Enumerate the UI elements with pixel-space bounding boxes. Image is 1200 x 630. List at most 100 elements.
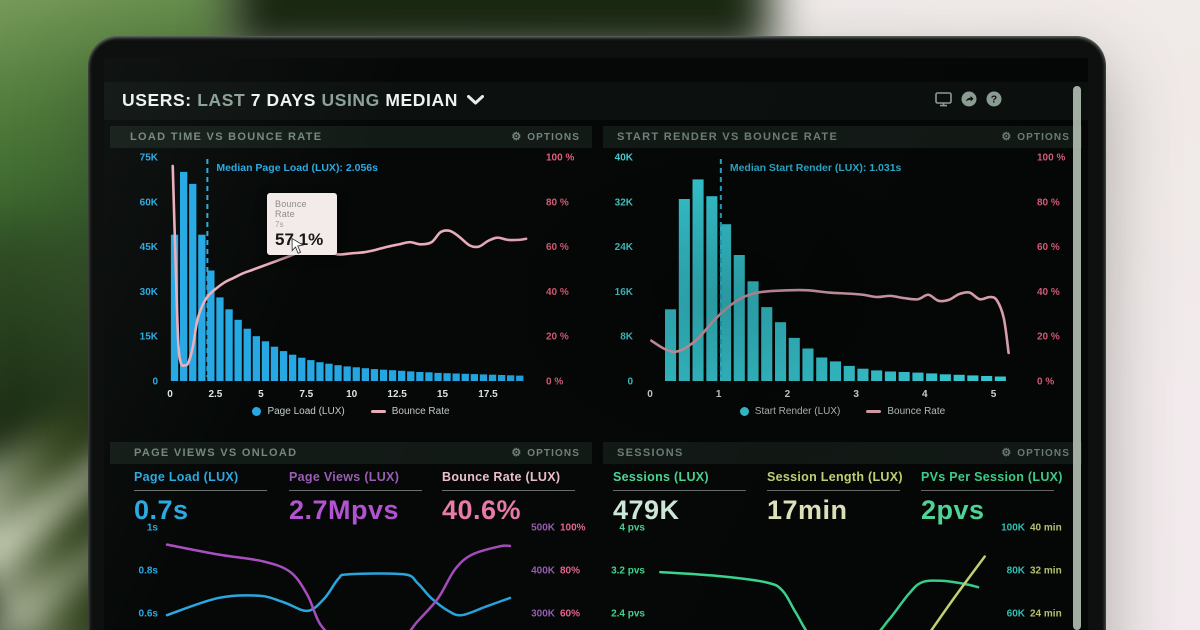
metric-row: Sessions (LUX) 479K Session Length (LUX)… <box>603 470 1082 525</box>
svg-text:2: 2 <box>785 389 791 400</box>
legend-label: Bounce Rate <box>391 406 450 417</box>
svg-text:40 %: 40 % <box>546 287 569 298</box>
metric-value: 2pvs <box>921 495 985 525</box>
panel-load-time-vs-bounce: LOAD TIME VS BOUNCE RATE ⚙ OPTIONS 75K 60K… <box>110 126 592 428</box>
svg-text:60K: 60K <box>1007 609 1026 620</box>
svg-text:100K: 100K <box>1001 523 1026 534</box>
legend-dot-icon <box>739 407 749 416</box>
svg-text:16K: 16K <box>615 287 634 298</box>
legend-item[interactable]: Bounce Rate <box>866 406 945 417</box>
svg-text:2.4 pvs: 2.4 pvs <box>611 609 645 620</box>
dashboard-header: USERS: LAST 7 DAYS USING MEDIAN ? <box>104 82 1088 120</box>
metric-value: 0.7s <box>134 495 189 525</box>
load-time-chart[interactable]: 75K 60K 45K 30K 15K 0 100 % 80 % 60 % 40 % 20 % 0 %… <box>110 148 592 404</box>
svg-text:60 %: 60 % <box>546 242 569 253</box>
svg-text:17.5: 17.5 <box>478 389 498 400</box>
metric-page-load: Page Load (LUX) 0.7s <box>134 470 267 526</box>
metric-label: Page Load (LUX) <box>134 470 239 484</box>
tooltip-value: 57.1% <box>275 230 324 249</box>
svg-text:0.6s: 0.6s <box>139 609 159 620</box>
svg-text:75K: 75K <box>140 153 159 164</box>
svg-text:40K: 40K <box>615 153 634 164</box>
svg-text:12.5: 12.5 <box>387 389 407 400</box>
svg-text:80 %: 80 % <box>546 197 569 208</box>
metric-page-views: Page Views (LUX) 2.7Mpvs <box>289 470 422 526</box>
users-range-dropdown[interactable]: USERS: LAST 7 DAYS USING MEDIAN <box>122 90 484 111</box>
mouse-cursor <box>291 237 305 260</box>
sessions-sparkline[interactable]: 4 pvs 3.2 pvs 2.4 pvs 100K 40 min 80K 32 min 60… <box>603 522 1082 630</box>
svg-text:32K: 32K <box>615 197 634 208</box>
metric-label: Bounce Rate (LUX) <box>442 470 561 484</box>
help-icon[interactable]: ? <box>986 91 1002 107</box>
svg-text:40 min: 40 min <box>1030 523 1062 534</box>
svg-text:45K: 45K <box>140 242 159 253</box>
options-button[interactable]: ⚙ OPTIONS <box>1001 130 1070 143</box>
svg-text:Median Start Render (LUX): 1.0: Median Start Render (LUX): 1.031s <box>730 162 902 174</box>
svg-text:4: 4 <box>922 389 928 400</box>
svg-text:60K: 60K <box>140 197 159 208</box>
chart-legend: Start Render (LUX) Bounce Rate <box>603 406 1082 417</box>
svg-text:0: 0 <box>627 377 633 388</box>
svg-text:100 %: 100 % <box>1037 153 1065 164</box>
metric-pvs-per-session: PVs Per Session (LUX) 2pvs <box>921 470 1062 526</box>
metric-row: Page Load (LUX) 0.7s Page Views (LUX) 2.… <box>110 470 592 525</box>
metric-label: Sessions (LUX) <box>613 470 709 484</box>
chart-legend: Page Load (LUX) Bounce Rate <box>110 406 592 417</box>
panel-sessions: SESSIONS ⚙ OPTIONS Sessions (LUX) 479K Se… <box>603 442 1082 630</box>
svg-text:0: 0 <box>647 389 653 400</box>
metric-value: 479K <box>613 495 680 525</box>
panel-title: LOAD TIME VS BOUNCE RATE <box>130 131 323 143</box>
svg-text:100%: 100% <box>560 523 586 534</box>
panel-start-render-vs-bounce: START RENDER VS BOUNCE RATE ⚙ OPTIONS 40K… <box>603 126 1082 428</box>
legend-dot-icon <box>252 407 262 416</box>
svg-text:3.2 pvs: 3.2 pvs <box>611 566 645 577</box>
svg-text:80%: 80% <box>560 566 580 577</box>
page-views-sparkline[interactable]: 1s 0.8s 0.6s 500K 100% 400K 80% 300K 60% <box>110 522 592 630</box>
start-render-chart[interactable]: 40K 32K 24K 16K 8K 0 100 % 80 % 60 % 40 % 20 % 0 % 0… <box>603 148 1082 404</box>
svg-text:0 %: 0 % <box>546 377 563 388</box>
svg-text:10: 10 <box>346 389 358 400</box>
metric-label: Page Views (LUX) <box>289 470 400 484</box>
share-icon[interactable] <box>961 91 977 107</box>
svg-text:Median Page Load (LUX): 2.056s: Median Page Load (LUX): 2.056s <box>216 162 378 174</box>
monitor-icon[interactable] <box>935 91 952 107</box>
metric-underline <box>289 490 422 491</box>
svg-text:20 %: 20 % <box>546 332 569 343</box>
panel-header: PAGE VIEWS VS ONLOAD ⚙ OPTIONS <box>110 442 592 464</box>
metric-underline <box>134 490 267 491</box>
svg-text:0.8s: 0.8s <box>139 566 159 577</box>
svg-text:5: 5 <box>991 389 997 400</box>
tooltip-title: Bounce Rate <box>275 199 307 219</box>
options-button[interactable]: ⚙ OPTIONS <box>1001 446 1070 459</box>
panel-header: START RENDER VS BOUNCE RATE ⚙ OPTIONS <box>603 126 1082 148</box>
metric-underline <box>442 490 575 491</box>
panel-title: SESSIONS <box>617 447 684 459</box>
svg-text:30K: 30K <box>140 287 159 298</box>
legend-line-icon <box>370 410 386 413</box>
legend-label: Start Render (LUX) <box>754 406 841 417</box>
chevron-down-icon[interactable] <box>467 92 484 110</box>
metric-underline <box>921 490 1054 491</box>
panel-header: SESSIONS ⚙ OPTIONS <box>603 442 1082 464</box>
options-button[interactable]: ⚙ OPTIONS <box>511 130 580 143</box>
svg-text:0: 0 <box>152 377 158 388</box>
legend-label: Page Load (LUX) <box>267 406 345 417</box>
svg-text:15K: 15K <box>140 332 159 343</box>
svg-text:24K: 24K <box>615 242 634 253</box>
svg-text:5: 5 <box>258 389 264 400</box>
options-button[interactable]: ⚙ OPTIONS <box>511 446 580 459</box>
legend-item[interactable]: Bounce Rate <box>370 406 450 417</box>
panel-title: PAGE VIEWS VS ONLOAD <box>134 447 298 459</box>
scrollbar[interactable] <box>1073 86 1081 630</box>
metric-underline <box>767 490 900 491</box>
metric-label: Session Length (LUX) <box>767 470 903 484</box>
legend-item[interactable]: Page Load (LUX) <box>252 406 345 417</box>
panel-header: LOAD TIME VS BOUNCE RATE ⚙ OPTIONS <box>110 126 592 148</box>
legend-item[interactable]: Start Render (LUX) <box>739 406 841 417</box>
page-title: USERS: LAST 7 DAYS USING MEDIAN <box>122 90 458 110</box>
laptop-bezel: USERS: LAST 7 DAYS USING MEDIAN ? LOAD T… <box>88 36 1106 630</box>
svg-text:8K: 8K <box>620 332 634 343</box>
gear-icon: ⚙ <box>511 446 523 459</box>
gear-icon: ⚙ <box>511 130 523 143</box>
